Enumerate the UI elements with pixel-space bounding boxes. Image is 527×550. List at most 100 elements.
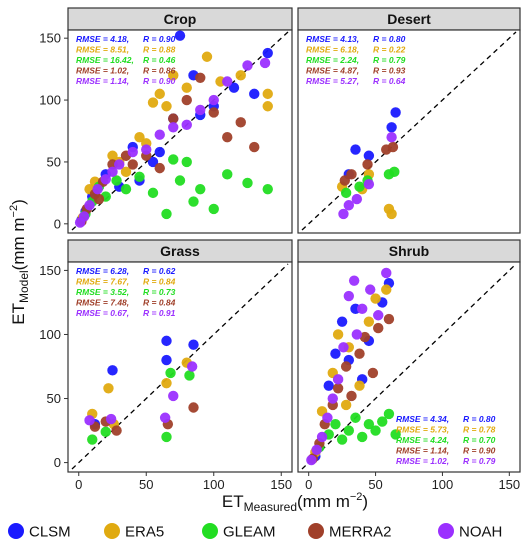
ticks-shrub: 0 50 100 150	[305, 472, 520, 492]
point-desert-gleam-1	[354, 181, 365, 192]
legend-marker-gleam	[202, 523, 218, 539]
panel-title-grass: Grass	[160, 243, 200, 259]
point-crop-noah-8	[154, 129, 165, 140]
point-crop-clsm-12	[249, 88, 260, 100]
point-shrub-gleam-5	[350, 412, 361, 423]
point-shrub-noah-1	[311, 444, 322, 455]
point-crop-gleam-14	[222, 169, 233, 180]
panel-title-crop: Crop	[164, 11, 197, 27]
point-grass-gleam-2	[161, 431, 172, 443]
point-crop-clsm-15	[154, 146, 165, 158]
stat-rmse-shrub-gleam: RMSE = 4.24,	[396, 435, 449, 445]
point-crop-noah-12	[208, 94, 219, 106]
point-crop-era5-9	[181, 82, 192, 93]
stat-r-grass-noah: R = 0.91	[143, 308, 176, 318]
one-to-one-line-desert	[301, 31, 517, 231]
point-crop-gleam-16	[262, 183, 273, 195]
point-shrub-noah-7	[343, 290, 355, 302]
point-crop-noah-5	[114, 159, 125, 170]
point-grass-gleam-4	[184, 370, 195, 381]
stats-grass: RMSE = 6.28, R = 0.62 RMSE = 7.67, R = 0.84…	[76, 266, 176, 318]
point-crop-noah-16	[107, 166, 118, 178]
point-crop-noah-14	[242, 60, 253, 71]
stat-rmse-shrub-clsm: RMSE = 4.34,	[396, 414, 449, 424]
y-axis-title-unit-close: )	[9, 199, 28, 205]
x-tick-label-grass-150: 150	[270, 477, 292, 492]
point-grass-clsm-1	[107, 365, 118, 376]
stat-r-shrub-clsm: R = 0.80	[463, 414, 496, 424]
point-shrub-noah-0	[306, 454, 317, 466]
point-grass-clsm-3	[188, 339, 199, 350]
point-shrub-noah-10	[365, 284, 376, 295]
stats-crop: RMSE = 4.18, R = 0.90 RMSE = 8.51, R = 0.88…	[76, 34, 176, 86]
point-crop-clsm-13	[262, 47, 273, 59]
y-tick-label-grass-100: 100	[39, 327, 61, 342]
stat-rmse-grass-era5: RMSE = 7.67,	[76, 277, 129, 287]
point-crop-era5-4	[120, 166, 132, 178]
point-crop-gleam-10	[174, 175, 186, 186]
x-tick-label-grass-50: 50	[139, 477, 153, 492]
point-desert-merra2-1	[346, 169, 357, 180]
point-grass-era5-2	[161, 377, 172, 389]
x-axis-title-unit-close: )	[362, 492, 368, 511]
x-tick-label-shrub-100: 100	[432, 477, 454, 492]
point-crop-merra2-8	[154, 162, 165, 174]
y-axis-title-sub: Model	[17, 270, 31, 303]
point-grass-gleam-0	[87, 434, 98, 445]
point-shrub-noah-8	[348, 275, 360, 286]
stat-rmse-desert-noah: RMSE = 5.27,	[306, 76, 359, 86]
stat-rmse-crop-era5: RMSE = 8.51,	[76, 45, 129, 55]
points-shrub	[306, 267, 401, 466]
stat-r-grass-merra2: R = 0.84	[143, 298, 176, 308]
point-shrub-merra2-4	[332, 383, 344, 394]
point-crop-noah-9	[168, 122, 179, 133]
point-crop-merra2-6	[127, 159, 138, 170]
stat-rmse-shrub-era5: RMSE = 5.73,	[396, 425, 449, 435]
stat-rmse-desert-gleam: RMSE = 2.24,	[306, 55, 359, 65]
stats-desert: RMSE = 4.13, R = 0.80 RMSE = 6.18, R = 0.22…	[306, 34, 406, 86]
y-tick-label-crop-0: 0	[54, 216, 61, 231]
x-axis-title-sub: Measured	[244, 500, 297, 514]
point-crop-merra2-14	[235, 117, 246, 128]
point-crop-gleam-9	[168, 154, 179, 165]
legend-label-clsm: CLSM	[29, 524, 71, 541]
point-desert-noah-0	[338, 208, 349, 220]
panel-grass: Grass RMSE = 6.28, R = 0.62 RMSE = 7.67, R =…	[39, 239, 293, 492]
points-grass	[84, 335, 199, 445]
point-shrub-merra2-7	[354, 348, 365, 359]
point-crop-merra2-15	[249, 141, 260, 153]
point-crop-noah-13	[222, 76, 233, 87]
x-tick-label-grass-100: 100	[203, 477, 225, 492]
legend: CLSM ERA5 GLEAM MERRA2 NOAH	[8, 523, 502, 541]
stat-rmse-grass-noah: RMSE = 0.67,	[76, 308, 129, 318]
stat-rmse-desert-era5: RMSE = 6.18,	[306, 45, 359, 55]
panels-layer: Crop RMSE = 4.18, R = 0.90 RMSE = 8.51, R = …	[39, 7, 521, 492]
point-grass-gleam-1	[100, 426, 111, 438]
point-grass-gleam-3	[165, 367, 176, 379]
y-tick-label-crop-150: 150	[39, 31, 61, 46]
y-axis-title-unit-sup: −2	[8, 205, 20, 218]
point-desert-gleam-3	[389, 166, 400, 178]
point-shrub-clsm-1	[323, 380, 334, 391]
stat-r-desert-noah: R = 0.64	[373, 76, 406, 86]
point-shrub-era5-5	[354, 380, 365, 391]
point-shrub-noah-4	[327, 393, 338, 404]
point-crop-era5-12	[235, 70, 246, 81]
points-crop	[74, 30, 273, 228]
x-tick-label-shrub-50: 50	[368, 477, 382, 492]
stat-rmse-crop-merra2: RMSE = 1.02,	[76, 66, 129, 76]
point-desert-clsm-3	[390, 107, 401, 118]
point-shrub-gleam-10	[383, 408, 395, 420]
ticks-crop: 0 50 100 150	[39, 31, 68, 231]
x-axis-title-base: ET	[222, 492, 244, 511]
x-axis-title-unit-sup: −2	[350, 491, 363, 503]
point-crop-gleam-6	[134, 171, 145, 182]
point-crop-era5-8	[168, 70, 179, 81]
point-crop-noah-7	[141, 144, 152, 155]
ticks-grass: 0 50 100 150 0 50 100 150	[39, 263, 292, 492]
legend-label-noah: NOAH	[459, 524, 502, 541]
x-tick-label-shrub-0: 0	[305, 477, 312, 492]
point-crop-merra2-9	[168, 113, 179, 124]
point-crop-merra2-11	[195, 72, 206, 83]
